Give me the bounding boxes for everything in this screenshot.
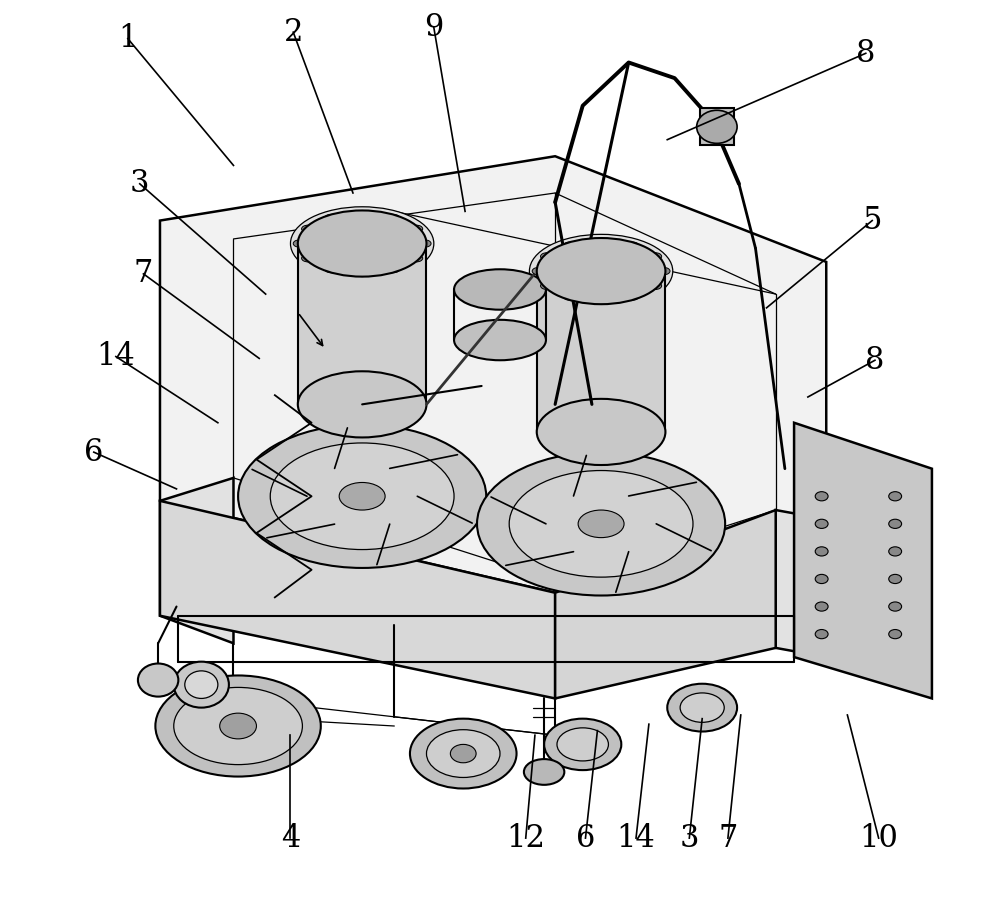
Ellipse shape xyxy=(454,269,546,310)
Text: 3: 3 xyxy=(130,168,150,199)
Ellipse shape xyxy=(220,713,256,739)
Ellipse shape xyxy=(356,269,369,277)
Polygon shape xyxy=(776,510,826,657)
Ellipse shape xyxy=(524,759,564,785)
Ellipse shape xyxy=(541,282,553,289)
Ellipse shape xyxy=(532,267,545,275)
Text: 8: 8 xyxy=(856,38,875,69)
Ellipse shape xyxy=(815,574,828,584)
Text: 6: 6 xyxy=(84,437,103,468)
Polygon shape xyxy=(794,423,932,698)
Ellipse shape xyxy=(293,240,306,247)
Text: 3: 3 xyxy=(680,823,699,854)
Ellipse shape xyxy=(302,225,314,233)
Polygon shape xyxy=(537,271,665,432)
Ellipse shape xyxy=(387,266,400,273)
Polygon shape xyxy=(160,478,233,643)
Ellipse shape xyxy=(410,719,517,789)
Text: 10: 10 xyxy=(859,823,898,854)
Ellipse shape xyxy=(649,253,662,260)
Ellipse shape xyxy=(454,320,546,360)
Ellipse shape xyxy=(185,671,218,698)
Ellipse shape xyxy=(410,225,423,233)
Ellipse shape xyxy=(290,207,434,280)
Ellipse shape xyxy=(509,471,693,577)
Text: 4: 4 xyxy=(281,823,300,854)
Ellipse shape xyxy=(138,664,178,697)
Ellipse shape xyxy=(324,214,337,221)
Text: 2: 2 xyxy=(283,17,303,48)
Ellipse shape xyxy=(426,730,500,777)
Ellipse shape xyxy=(595,297,608,304)
Text: 9: 9 xyxy=(424,12,443,43)
Polygon shape xyxy=(298,244,426,404)
Ellipse shape xyxy=(298,371,426,437)
Ellipse shape xyxy=(649,282,662,289)
Ellipse shape xyxy=(387,214,400,221)
Ellipse shape xyxy=(889,574,902,584)
Ellipse shape xyxy=(174,662,229,708)
Polygon shape xyxy=(555,510,776,698)
Ellipse shape xyxy=(541,253,553,260)
Text: 12: 12 xyxy=(506,823,545,854)
Ellipse shape xyxy=(697,110,737,143)
Text: 14: 14 xyxy=(617,823,655,854)
Ellipse shape xyxy=(174,687,302,765)
Ellipse shape xyxy=(815,492,828,501)
Text: 8: 8 xyxy=(865,345,885,376)
Ellipse shape xyxy=(270,443,454,550)
Ellipse shape xyxy=(418,240,431,247)
Ellipse shape xyxy=(667,684,737,732)
Ellipse shape xyxy=(557,728,608,761)
Text: 7: 7 xyxy=(134,258,153,289)
Ellipse shape xyxy=(889,547,902,556)
Ellipse shape xyxy=(626,242,639,249)
Text: 1: 1 xyxy=(118,23,138,54)
Ellipse shape xyxy=(889,602,902,611)
Ellipse shape xyxy=(544,719,621,770)
Ellipse shape xyxy=(238,425,486,568)
Ellipse shape xyxy=(563,293,576,301)
Text: 14: 14 xyxy=(96,341,135,372)
Ellipse shape xyxy=(450,744,476,763)
Ellipse shape xyxy=(815,630,828,639)
Ellipse shape xyxy=(563,242,576,249)
Ellipse shape xyxy=(477,452,725,596)
Ellipse shape xyxy=(356,210,369,218)
Ellipse shape xyxy=(410,255,423,262)
Ellipse shape xyxy=(302,255,314,262)
Ellipse shape xyxy=(889,492,902,501)
Ellipse shape xyxy=(626,293,639,301)
Text: 7: 7 xyxy=(718,823,738,854)
Ellipse shape xyxy=(155,675,321,777)
Ellipse shape xyxy=(889,519,902,528)
Ellipse shape xyxy=(537,399,665,465)
Ellipse shape xyxy=(537,238,665,304)
Ellipse shape xyxy=(339,482,385,510)
Text: 5: 5 xyxy=(862,205,882,236)
Ellipse shape xyxy=(815,547,828,556)
Polygon shape xyxy=(160,156,826,593)
Text: 6: 6 xyxy=(576,823,595,854)
Ellipse shape xyxy=(815,519,828,528)
Ellipse shape xyxy=(578,510,624,538)
Ellipse shape xyxy=(298,210,426,277)
Ellipse shape xyxy=(657,267,670,275)
Ellipse shape xyxy=(529,234,673,308)
Ellipse shape xyxy=(889,630,902,639)
Ellipse shape xyxy=(595,238,608,245)
Polygon shape xyxy=(160,501,555,698)
Polygon shape xyxy=(700,108,734,145)
Ellipse shape xyxy=(680,693,724,722)
Ellipse shape xyxy=(324,266,337,273)
Ellipse shape xyxy=(815,602,828,611)
